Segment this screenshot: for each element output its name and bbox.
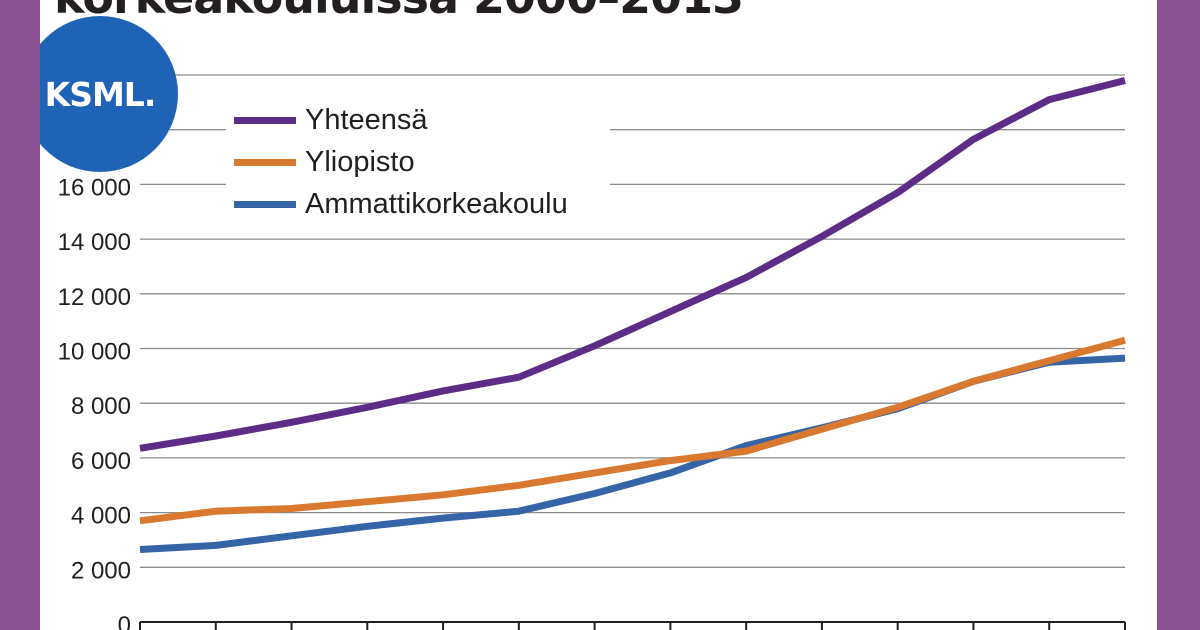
series-line-yliopisto: [139, 336, 1126, 525]
y-tick-label: 8 000: [71, 393, 131, 420]
legend-item: Yhteensä: [234, 100, 428, 140]
y-tick-label: 16 000: [58, 174, 131, 201]
legend-label: Ammattikorkeakoulu: [305, 187, 568, 220]
ksml-logo: KSML.: [40, 16, 178, 172]
y-tick-label: 12 000: [58, 284, 131, 311]
y-tick-label: 10 000: [58, 339, 131, 366]
legend-item: Ammattikorkeakoulu: [234, 184, 568, 224]
y-tick-label: 14 000: [58, 229, 131, 256]
legend-label: Yhteensä: [305, 103, 428, 136]
y-tick-label: 6 000: [71, 448, 131, 475]
series-line-ammattikorkeakoulu: [139, 354, 1126, 553]
legend-label: Yliopisto: [305, 145, 415, 178]
legend: Yhteensä Yliopisto Ammattikorkeakoulu: [226, 96, 610, 228]
legend-swatch: [234, 200, 296, 208]
line-chart: 0 2 000 4 000 6 000 8 000 10 000 12 000 14 000 1…: [58, 74, 1126, 630]
legend-swatch: [234, 116, 296, 124]
legend-item: Yliopisto: [234, 142, 415, 182]
y-tick-label: 4 000: [71, 503, 131, 530]
logo-text: KSML.: [44, 74, 157, 114]
series-line-yhteens-: [139, 77, 1126, 452]
y-tick-label: 0: [118, 612, 131, 630]
y-tick-label: 2 000: [71, 557, 131, 584]
legend-swatch: [234, 158, 296, 166]
